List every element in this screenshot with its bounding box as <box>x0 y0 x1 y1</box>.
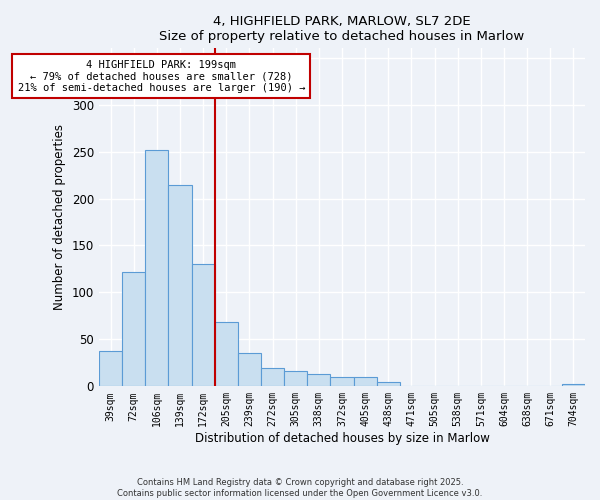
Y-axis label: Number of detached properties: Number of detached properties <box>53 124 66 310</box>
Text: 4 HIGHFIELD PARK: 199sqm
← 79% of detached houses are smaller (728)
21% of semi-: 4 HIGHFIELD PARK: 199sqm ← 79% of detach… <box>18 60 305 93</box>
Bar <box>191 264 215 386</box>
Title: 4, HIGHFIELD PARK, MARLOW, SL7 2DE
Size of property relative to detached houses : 4, HIGHFIELD PARK, MARLOW, SL7 2DE Size … <box>160 15 524 43</box>
Bar <box>122 272 145 386</box>
Bar <box>99 350 122 386</box>
Bar <box>169 186 191 386</box>
Bar <box>261 368 284 386</box>
Bar <box>562 384 585 386</box>
Bar <box>331 377 353 386</box>
Bar <box>145 150 169 386</box>
Bar <box>307 374 331 386</box>
X-axis label: Distribution of detached houses by size in Marlow: Distribution of detached houses by size … <box>194 432 490 445</box>
Bar <box>284 372 307 386</box>
Text: Contains HM Land Registry data © Crown copyright and database right 2025.
Contai: Contains HM Land Registry data © Crown c… <box>118 478 482 498</box>
Bar <box>353 377 377 386</box>
Bar <box>238 354 261 386</box>
Bar <box>377 382 400 386</box>
Bar <box>215 322 238 386</box>
